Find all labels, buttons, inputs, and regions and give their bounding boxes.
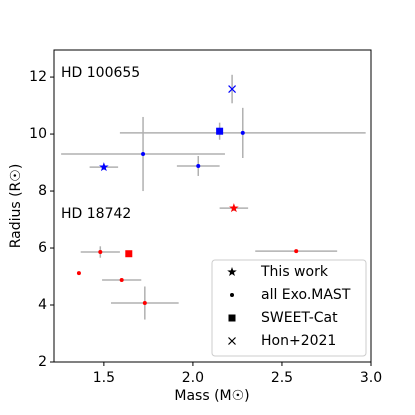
marker-dot [230, 293, 234, 297]
marker-star [99, 162, 109, 172]
x-tick-label: 3.0 [360, 370, 382, 386]
marker-square [216, 127, 224, 135]
y-tick-label: 12 [29, 69, 47, 85]
legend-label: all Exo.MAST [261, 287, 351, 303]
legend-label: SWEET-Cat [261, 310, 338, 326]
marker-square [228, 314, 236, 322]
x-tick-label: 2.0 [182, 370, 204, 386]
marker-dot [76, 271, 81, 276]
marker-dot [119, 277, 124, 282]
y-tick-label: 2 [38, 354, 47, 370]
annotation: HD 18742 [61, 206, 131, 222]
marker-dot [196, 163, 201, 168]
marker-dot [142, 301, 147, 306]
plot-frame [53, 49, 372, 363]
y-tick-label: 4 [38, 297, 47, 313]
marker-star [227, 267, 237, 277]
x-tick-label: 1.5 [93, 370, 115, 386]
marker-star [229, 203, 239, 213]
x-tick-label: 2.5 [271, 370, 293, 386]
x-axis-label: Mass (M☉) [174, 388, 249, 404]
marker-square [125, 250, 133, 258]
legend-box [211, 259, 367, 357]
marker-dot [141, 152, 146, 156]
marker-dot [98, 250, 103, 255]
marker-dot [294, 249, 299, 254]
y-tick-label: 8 [38, 183, 47, 199]
y-tick-label: 10 [29, 126, 47, 142]
annotation: HD 100655 [61, 65, 140, 81]
marker-dot [240, 130, 245, 135]
marker-x [228, 85, 237, 93]
marker-x [228, 337, 236, 345]
y-tick-label: 6 [38, 240, 47, 256]
y-axis-label: Radius (R☉) [8, 164, 24, 249]
legend-label: This work [260, 264, 329, 280]
legend-label: Hon+2021 [261, 333, 336, 349]
